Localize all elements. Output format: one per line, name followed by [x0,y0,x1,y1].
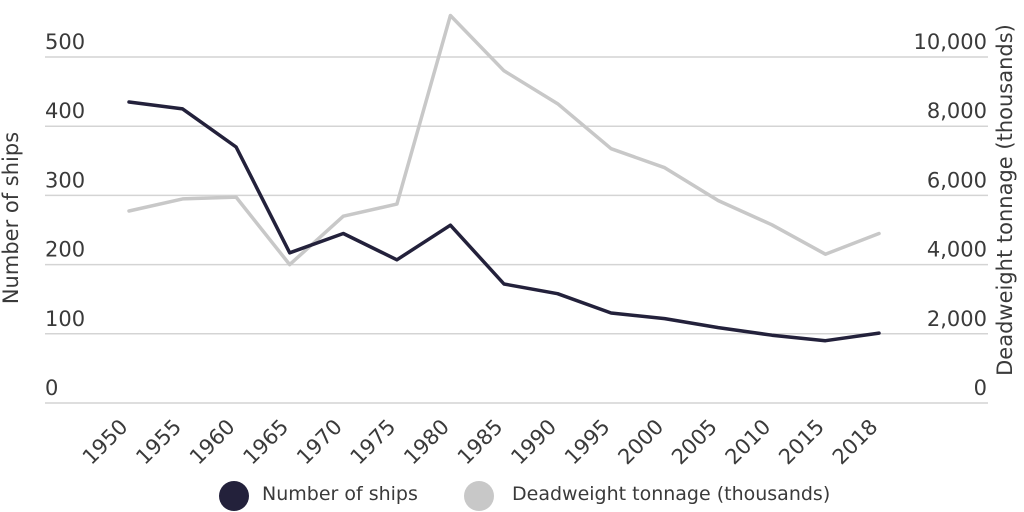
x-tick-label: 1985 [453,415,508,470]
x-tick-label: 2018 [828,415,883,470]
x-tick-label: 2010 [721,415,776,470]
left-axis-ticks: 0 100 200 300 400 500 [45,30,85,400]
legend-swatch-deadweight-tonnage [464,481,494,511]
left-tick-label: 100 [45,307,85,331]
right-tick-label: 2,000 [927,307,987,331]
x-tick-label: 2005 [667,415,722,470]
left-tick-label: 200 [45,238,85,262]
right-tick-label: 0 [974,376,987,400]
right-tick-label: 6,000 [927,168,987,192]
right-axis-title: Deadweight tonnage (thousands) [993,24,1017,376]
left-tick-label: 500 [45,30,85,54]
x-tick-label: 1995 [560,415,615,470]
series-line-deadweight-tonnage [127,13,881,267]
right-tick-label: 4,000 [927,238,987,262]
x-tick-label: 2000 [613,415,668,470]
x-tick-label: 1980 [399,415,454,470]
x-tick-label: 1955 [131,415,186,470]
legend: Number of ships Deadweight tonnage (thou… [219,481,830,511]
x-tick-label: 2015 [774,415,829,470]
x-tick-label: 1990 [506,415,561,470]
x-tick-label: 1975 [346,415,401,470]
x-tick-label: 1965 [238,415,293,470]
legend-label-deadweight-tonnage: Deadweight tonnage (thousands) [512,483,830,505]
legend-swatch-number-of-ships [219,481,249,511]
left-tick-label: 400 [45,99,85,123]
series-line-number-of-ships [127,100,881,343]
left-axis-title: Number of ships [0,132,23,304]
left-tick-label: 0 [45,376,58,400]
left-tick-label: 300 [45,168,85,192]
gridlines [45,56,988,404]
x-tick-label: 1970 [292,415,347,470]
right-axis-ticks: 0 2,000 4,000 6,000 8,000 10,000 [914,30,987,400]
x-tick-label: 1950 [78,415,133,470]
right-tick-label: 10,000 [914,30,987,54]
legend-label-number-of-ships: Number of ships [262,483,418,505]
series-lines [127,13,881,343]
x-tick-label: 1960 [185,415,240,470]
x-axis-ticks: 1950195519601965197019751980198519901995… [78,415,883,470]
right-tick-label: 8,000 [927,99,987,123]
